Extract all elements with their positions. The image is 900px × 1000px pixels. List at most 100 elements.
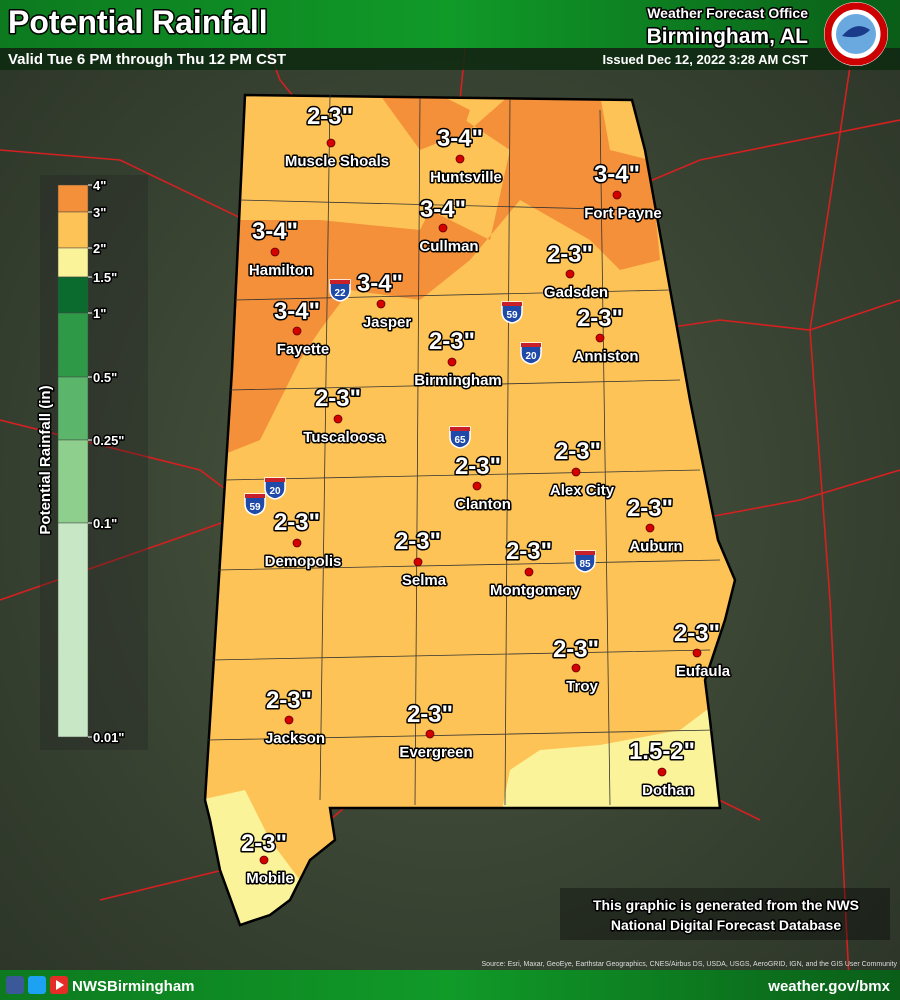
rainfall-amount: 3-4" xyxy=(252,218,298,245)
title: Potential Rainfall xyxy=(8,4,268,40)
rainfall-amount: 2-3" xyxy=(547,241,593,268)
interstates: 22 59 20 65 85 20 59 xyxy=(244,279,596,573)
city-dot xyxy=(645,523,655,533)
rainfall-amount: 3-4" xyxy=(420,196,466,223)
city-dot xyxy=(447,357,457,367)
county-lines xyxy=(207,94,721,806)
interstate-shield-top xyxy=(575,551,595,555)
city-dot xyxy=(455,154,465,164)
interstate-number: 59 xyxy=(506,310,518,321)
city-name: Alex City xyxy=(550,482,615,499)
legend-label: 0.5" xyxy=(93,370,117,385)
city-dot xyxy=(284,715,294,725)
interstate-shield xyxy=(244,493,266,516)
interstate-shield xyxy=(574,550,596,573)
city-name: Jasper xyxy=(363,314,412,331)
rainfall-amount: 2-3" xyxy=(506,538,552,565)
interstate-number: 22 xyxy=(334,288,346,299)
interstate-shield-top xyxy=(450,427,470,431)
note-panel xyxy=(560,888,890,940)
note-line: National Digital Forecast Database xyxy=(611,917,842,933)
city-name: Eufaula xyxy=(676,663,731,680)
interstate-shield xyxy=(264,477,286,500)
subtitle: Valid Tue 6 PM through Thu 12 PM CST xyxy=(8,51,286,68)
interstate-shield-top xyxy=(245,494,265,498)
city-dot xyxy=(657,767,667,777)
legend-label: 3" xyxy=(93,205,106,220)
rainfall-amount: 1.5-2" xyxy=(629,738,695,765)
city-dot xyxy=(565,269,575,279)
rainfall-amount: 2-3" xyxy=(307,103,353,130)
rainfall-amount: 2-3" xyxy=(241,830,287,857)
interstate-shield-top xyxy=(521,343,541,347)
interstate-shield xyxy=(520,342,542,365)
rainfall-amount: 3-4" xyxy=(274,298,320,325)
city-name: Tuscaloosa xyxy=(303,429,385,446)
city-name: Anniston xyxy=(574,348,639,365)
legend-label: 1" xyxy=(93,306,106,321)
legend-label: 0.01" xyxy=(93,730,124,745)
website: weather.gov/bmx xyxy=(767,978,890,995)
legend-title: Potential Rainfall (in) xyxy=(37,385,54,534)
header-band xyxy=(0,0,900,48)
subtitle-band xyxy=(0,48,900,70)
city-dot xyxy=(333,414,343,424)
city-name: Fayette xyxy=(277,341,330,358)
legend-swatch xyxy=(57,439,89,524)
rainfall-amount: 2-3" xyxy=(627,495,673,522)
interstate-number: 65 xyxy=(454,435,466,446)
interstate-shield-top xyxy=(330,280,350,284)
city-dot xyxy=(326,138,336,148)
legend-label: 2" xyxy=(93,241,106,256)
city-name: Cullman xyxy=(419,238,478,255)
legend-label: 4" xyxy=(93,178,106,193)
city-name: Gadsden xyxy=(544,284,608,301)
zone-2-3 xyxy=(205,95,395,205)
city-dot xyxy=(571,663,581,673)
city-name: Dothan xyxy=(642,782,694,799)
interstate-shield xyxy=(329,279,351,302)
interstate-shield-top xyxy=(502,302,522,306)
city-dot xyxy=(692,648,702,658)
rainfall-amount: 2-3" xyxy=(555,438,601,465)
rainfall-amount: 2-3" xyxy=(429,328,475,355)
interstate-shield xyxy=(449,426,471,449)
rainfall-amount: 3-4" xyxy=(594,161,640,188)
city-dot xyxy=(612,190,622,200)
city-name: Evergreen xyxy=(399,744,472,761)
footer-band xyxy=(0,970,900,1000)
city-dot xyxy=(259,855,269,865)
city-name: Hamilton xyxy=(249,262,313,279)
interstate-number: 20 xyxy=(269,486,281,497)
legend-swatch xyxy=(57,312,89,378)
social-handle: NWSBirmingham xyxy=(72,978,195,995)
legend-swatch xyxy=(57,376,89,441)
zone-3-4 xyxy=(380,95,470,140)
city-name: Clanton xyxy=(455,496,511,513)
rainfall-amount: 2-3" xyxy=(407,701,453,728)
city-name: Mobile xyxy=(246,870,294,887)
legend-swatch xyxy=(57,276,89,314)
city-dot xyxy=(292,538,302,548)
city-dot xyxy=(571,467,581,477)
city-dot xyxy=(472,481,482,491)
state-fill xyxy=(205,95,735,925)
city-dot xyxy=(376,299,386,309)
legend-swatch xyxy=(57,211,89,249)
zone-3-4 xyxy=(210,95,660,460)
city-name: Birmingham xyxy=(414,372,502,389)
legend-swatch xyxy=(57,247,89,278)
city-name: Huntsville xyxy=(430,169,502,186)
rainfall-amount: 2-3" xyxy=(274,509,320,536)
city-dot xyxy=(270,247,280,257)
city-name: Jackson xyxy=(265,730,325,747)
legend-panel xyxy=(40,175,148,750)
city-dot xyxy=(595,333,605,343)
city-name: Fort Payne xyxy=(584,205,662,222)
interstate-number: 20 xyxy=(525,351,537,362)
interstate-shield xyxy=(501,301,523,324)
legend-swatch xyxy=(57,522,89,738)
issued: Issued Dec 12, 2022 3:28 AM CST xyxy=(603,52,809,67)
rainfall-amount: 2-3" xyxy=(674,620,720,647)
legend-label: 0.25" xyxy=(93,433,124,448)
